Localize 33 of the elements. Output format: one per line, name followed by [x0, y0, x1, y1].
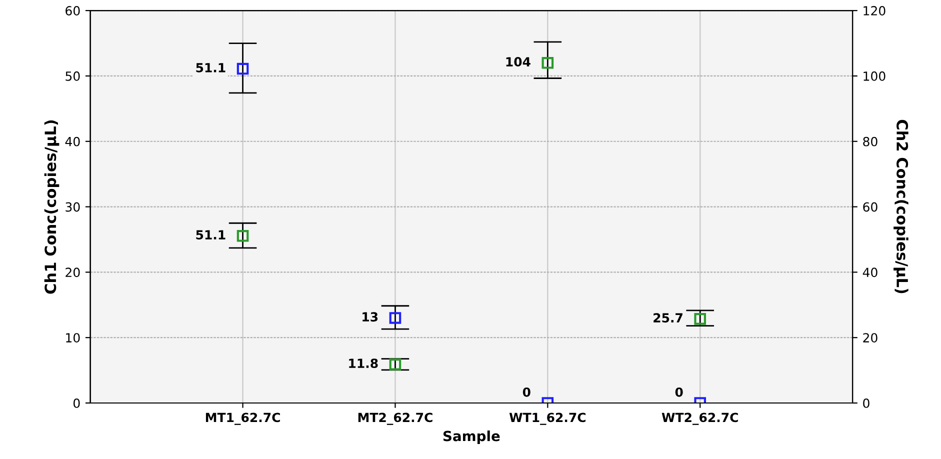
- x-tick-label: MT2_62.7C: [358, 412, 432, 425]
- data-label: 25.7: [654, 313, 682, 323]
- data-label: 11.8: [349, 358, 378, 368]
- y-tick-label: 10: [66, 333, 80, 343]
- y2-tick-label: 0: [863, 398, 870, 408]
- x-tick-label: MT1_62.7C: [206, 412, 280, 425]
- data-label: 13: [362, 312, 378, 322]
- x-axis-title: Sample: [443, 430, 500, 444]
- point: [389, 358, 402, 370]
- data-label: 104: [506, 57, 530, 67]
- y-tick-label: 0: [73, 398, 80, 408]
- y-tick-label: 30: [66, 202, 80, 212]
- y2-tick-label: 120: [864, 6, 886, 16]
- y-tick-label: 50: [66, 71, 80, 81]
- x-tick-label: WT1_62.7C: [509, 412, 586, 425]
- data-label: 0: [522, 387, 530, 397]
- x-tick-label: WT2_62.7C: [662, 412, 738, 425]
- data-label: 0: [675, 387, 683, 397]
- y-axis-title: Ch1 Conc(copies/µL): [44, 120, 60, 294]
- y-tick-label: 60: [66, 6, 80, 16]
- point: [694, 313, 706, 325]
- data-label: 51.1: [196, 63, 226, 72]
- y2-tick-label: 20: [863, 333, 878, 343]
- point: [236, 230, 249, 242]
- y2-tick-label: 60: [863, 202, 878, 212]
- y-tick-label: 20: [66, 268, 80, 278]
- data-label: 51.1: [196, 230, 226, 240]
- y-tick-label: 40: [65, 136, 80, 146]
- y2-tick-label: 100: [864, 71, 886, 81]
- y2-tick-label: 40: [862, 268, 878, 278]
- point: [542, 56, 554, 69]
- y2-tick-label: 80: [863, 136, 878, 146]
- y2-axis-title: Ch2 Conc(copies/µL): [894, 120, 908, 294]
